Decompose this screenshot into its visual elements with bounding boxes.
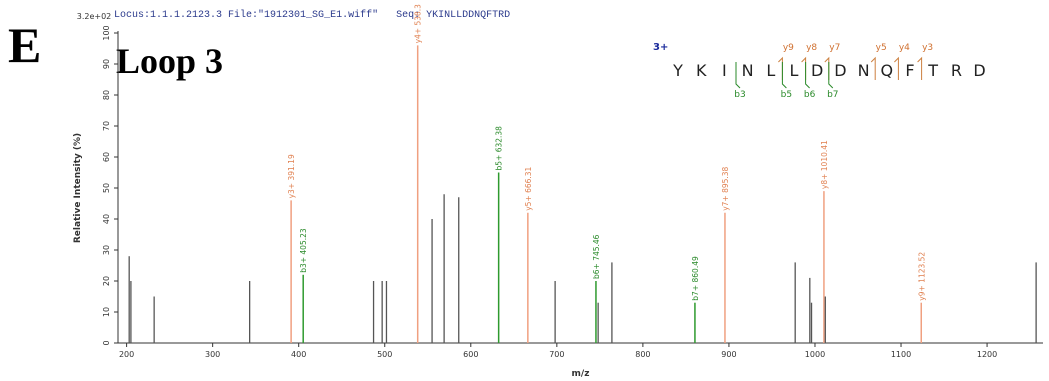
residue: Q (881, 61, 894, 80)
y-tick-label: 0 (102, 340, 111, 345)
y-tick-label: 10 (102, 307, 111, 317)
residue: D (973, 61, 985, 80)
seq-value: YKINLLDDNQFTRD (426, 10, 511, 21)
b-ion-label: b6 (804, 90, 816, 100)
x-tick-label: 300 (205, 350, 220, 359)
axes: 200 300 400 500 600 700 800 900 1000 1100 1200 0 10 2… (73, 12, 1043, 379)
y-tick-label: 90 (102, 59, 111, 69)
b-ion-cleavage-mark (805, 62, 810, 89)
panel-letter: E (8, 17, 42, 73)
y-ion-label: y4 (899, 43, 910, 53)
peaks: y3+ 391.19 b3+ 405.23 y4+ 538.3 b5+ 632.38 y… (128, 4, 1037, 343)
peak-label: y9+ 1123.52 (917, 252, 926, 301)
peak-label: b7+ 860.49 (691, 256, 700, 301)
x-tick-label: 1100 (891, 350, 911, 359)
y-ion-cleavage-mark (824, 56, 830, 80)
y-tick-label: 40 (102, 214, 111, 224)
y-tick-label: 80 (102, 90, 111, 100)
residue: K (696, 61, 707, 80)
peak-label: b6+ 745.46 (592, 234, 601, 279)
locus-label: Locus:1.1.1.2123.3 (114, 10, 223, 21)
residue: D (811, 61, 823, 80)
y-scale-label: 3.2e+02 (77, 12, 112, 21)
b-ion-cleavage-mark (828, 62, 834, 89)
y-axis-label: Relative Intensity (%) (73, 133, 83, 243)
y-ion-cleavage-mark (778, 56, 783, 80)
b-ion-cleavage-mark (781, 62, 787, 89)
peak-label: y8+ 1010.41 (820, 140, 829, 189)
residue: N (742, 61, 754, 80)
x-tick-label: 600 (463, 350, 478, 359)
y-tick-label: 70 (102, 121, 111, 131)
peak-label: b5+ 632.38 (495, 126, 504, 171)
x-tick-label: 400 (291, 350, 306, 359)
residue: R (951, 61, 962, 80)
y-tick-label: 100 (102, 25, 111, 40)
y-ion-label: y9 (783, 43, 794, 53)
peak-label: y4+ 538.3 (414, 4, 423, 44)
b-ion-label: b5 (781, 90, 792, 100)
peak-label: y3+ 391.19 (287, 154, 296, 198)
panel-title: Loop 3 (116, 41, 224, 81)
file-label: File:"1912301_SG_E1.wiff" (228, 10, 379, 21)
x-tick-label: 200 (119, 350, 134, 359)
residue: F (905, 61, 914, 80)
y-ion-cleavage-mark (894, 56, 899, 80)
x-tick-label: 700 (549, 350, 564, 359)
b-ion-label: b7 (827, 90, 838, 100)
x-tick-label: 900 (721, 350, 736, 359)
x-tick-label: 1000 (805, 350, 825, 359)
peak-label: y5+ 666.31 (524, 166, 533, 210)
y-tick-label: 30 (102, 245, 111, 255)
y-ion-label: y5 (876, 43, 887, 53)
charge-label: 3+ (653, 42, 668, 53)
y-ion-label: y7 (829, 43, 840, 53)
x-tick-label: 500 (377, 350, 392, 359)
y-ion-label: y3 (922, 43, 933, 53)
y-ion-cleavage-mark (870, 56, 876, 80)
y-ion-label: y8 (806, 43, 817, 53)
y-ion-cleavage-mark (917, 56, 923, 80)
x-tick-label: 1200 (977, 350, 997, 359)
b-ion-label: b3 (734, 90, 745, 100)
peak-label: y7+ 895.38 (721, 166, 730, 210)
residue: N (858, 61, 870, 80)
residue: Y (672, 61, 683, 80)
x-tick-label: 800 (635, 350, 650, 359)
residue: L (790, 61, 799, 80)
y-tick-label: 50 (102, 183, 111, 193)
residue: L (766, 61, 775, 80)
peak-label: b3+ 405.23 (299, 228, 308, 273)
y-ion-cleavage-mark (801, 56, 807, 80)
y-tick-label: 60 (102, 152, 111, 162)
b-ion-cleavage-mark (735, 62, 741, 89)
residue: I (722, 61, 727, 80)
y-tick-label: 20 (102, 276, 111, 286)
x-axis-label: m/z (572, 369, 590, 379)
residue: T (927, 61, 938, 80)
seq-label: Seq: (396, 10, 421, 21)
spectrum-header: Locus:1.1.1.2123.3 File:"1912301_SG_E1.w… (114, 10, 510, 21)
residue: D (834, 61, 846, 80)
